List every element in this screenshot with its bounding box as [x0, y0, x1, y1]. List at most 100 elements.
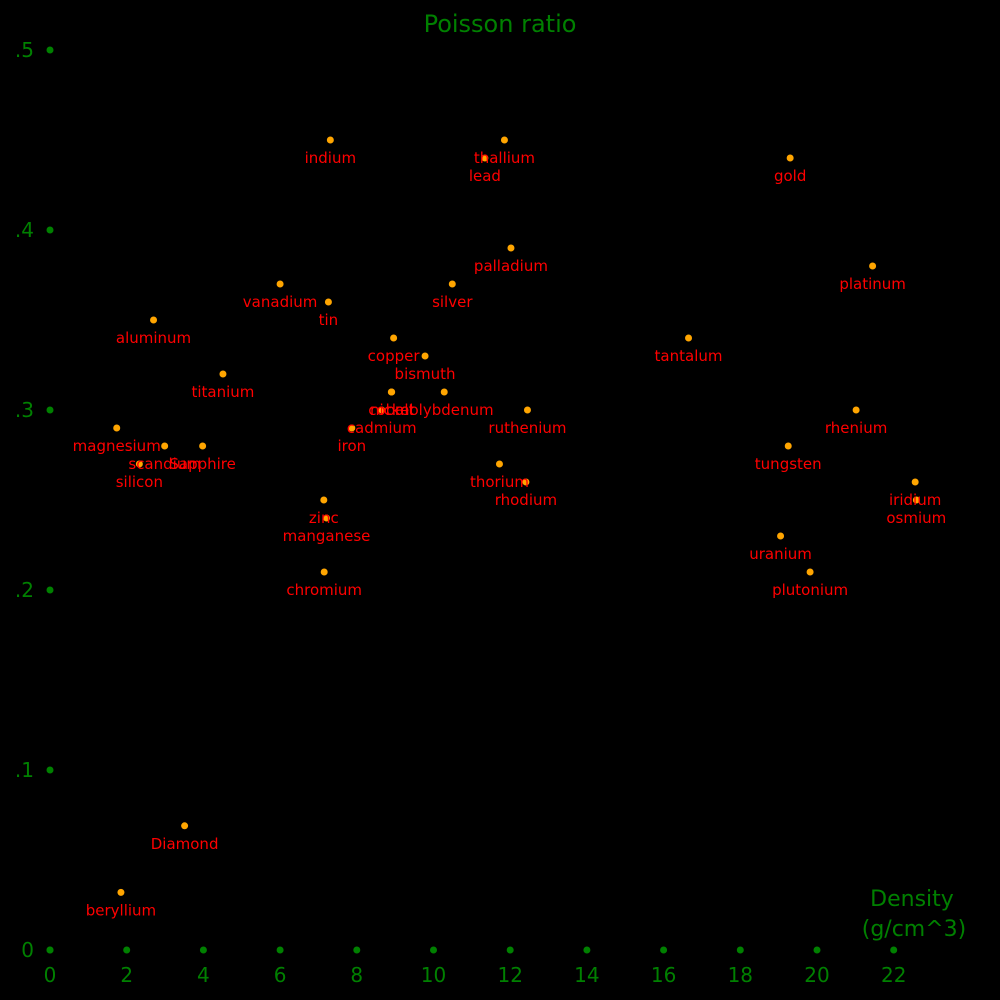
- x-tick-dot: [430, 946, 437, 954]
- data-point-gold: [786, 154, 794, 162]
- data-label-osmium: osmium: [886, 509, 946, 527]
- data-label-rhenium: rhenium: [825, 419, 887, 437]
- data-label-tin: tin: [319, 311, 339, 329]
- data-point-vanadium: [276, 280, 284, 288]
- data-label-molybdenum: molybdenum: [395, 401, 494, 419]
- data-point-rhodium: [522, 478, 530, 486]
- x-tick-label: 8: [350, 963, 363, 987]
- y-tick-label: .5: [15, 38, 34, 62]
- data-label-ruthenium: ruthenium: [488, 419, 566, 437]
- data-label-beryllium: beryllium: [86, 901, 156, 919]
- data-point-silver: [448, 280, 456, 288]
- data-point-copper: [390, 334, 398, 342]
- x-tick-label: 4: [197, 963, 210, 987]
- y-tick-dot: [46, 946, 54, 954]
- x-tick-label: 14: [574, 963, 599, 987]
- data-label-titanium: titanium: [191, 383, 254, 401]
- y-tick-label: .4: [15, 218, 34, 242]
- x-tick-label: 22: [881, 963, 906, 987]
- data-label-indium: indium: [305, 149, 356, 167]
- data-point-indium: [326, 136, 334, 144]
- data-point-ruthenium: [523, 406, 531, 414]
- data-label-thorium: thorium: [470, 473, 529, 491]
- x-tick-dot: [123, 946, 131, 954]
- y-tick-dot: [46, 46, 54, 54]
- data-label-thallium: thallium: [474, 149, 535, 167]
- y-tick-dot: [46, 226, 54, 234]
- x-tick-label: 18: [728, 963, 753, 987]
- data-point-lead: [481, 154, 489, 162]
- data-point-palladium: [507, 244, 515, 252]
- x-tick-dot: [506, 946, 514, 954]
- data-label-aluminum: aluminum: [116, 329, 191, 347]
- data-point-chromium: [320, 568, 328, 576]
- x-tick-dot: [890, 946, 898, 954]
- data-point-tantalum: [685, 334, 693, 342]
- y-tick-label: .1: [15, 758, 34, 782]
- data-label-silicon: silicon: [116, 473, 163, 491]
- data-point-zinc: [320, 496, 328, 504]
- y-tick-label: 0: [21, 938, 34, 962]
- data-point-thallium: [500, 136, 508, 144]
- data-label-cobalt: cobalt: [368, 401, 414, 419]
- data-point-diamond: [181, 822, 189, 830]
- data-point-rhenium: [852, 406, 860, 414]
- x-tick-dot: [660, 946, 668, 954]
- data-point-silicon: [135, 460, 143, 468]
- data-label-cadmium: cadmium: [347, 419, 417, 437]
- data-label-zinc: zinc: [309, 509, 339, 527]
- data-label-nickel: nickel: [370, 401, 413, 419]
- x-tick-dot: [353, 946, 361, 954]
- x-tick-label: 10: [421, 963, 446, 987]
- x-tick-label: 2: [120, 963, 133, 987]
- data-point-bismuth: [421, 352, 429, 360]
- x-tick-dot: [199, 946, 207, 954]
- data-label-uranium: uranium: [749, 545, 812, 563]
- data-label-diamond: Diamond: [151, 835, 219, 853]
- data-points: [113, 136, 920, 896]
- data-point-tin: [324, 298, 332, 306]
- data-label-silver: silver: [432, 293, 473, 311]
- data-label-plutonium: plutonium: [772, 581, 848, 599]
- data-point-scandium: [161, 442, 169, 450]
- data-label-platinum: platinum: [839, 275, 906, 293]
- data-point-cadmium: [378, 406, 386, 414]
- data-label-tantalum: tantalum: [655, 347, 723, 365]
- x-axis-label-line-1: Density: [870, 887, 954, 912]
- chart-title: Poisson ratio: [424, 10, 577, 38]
- x-tick-dot: [276, 946, 284, 954]
- y-tick-dot: [46, 586, 54, 594]
- data-label-magnesium: magnesium: [73, 437, 161, 455]
- y-tick-label: .2: [15, 578, 34, 602]
- data-label-palladium: palladium: [474, 257, 548, 275]
- data-label-gold: gold: [774, 167, 806, 185]
- data-label-rhodium: rhodium: [495, 491, 557, 509]
- y-tick-label: .3: [15, 398, 34, 422]
- data-label-vanadium: vanadium: [243, 293, 318, 311]
- data-point-platinum: [869, 262, 877, 270]
- data-point-magnesium: [113, 424, 121, 432]
- data-label-scandium: scandium: [128, 455, 201, 473]
- data-label-copper: copper: [368, 347, 421, 365]
- data-point-tungsten: [784, 442, 792, 450]
- data-point-beryllium: [117, 888, 125, 896]
- y-tick-dot: [46, 766, 54, 774]
- x-tick-label: 16: [651, 963, 676, 987]
- y-axis-ticks: 0 .1 .2 .3 .4 .5: [15, 38, 54, 962]
- x-axis-ticks: 0 2 4 6 8 10 12 14 16 18 20 22: [44, 946, 906, 987]
- x-tick-dot: [736, 946, 744, 954]
- data-point-manganese: [323, 514, 331, 522]
- x-tick-label: 12: [497, 963, 522, 987]
- data-label-lead: lead: [469, 167, 501, 185]
- data-point-osmium: [912, 496, 920, 504]
- data-point-thorium: [495, 460, 503, 468]
- data-point-plutonium: [806, 568, 814, 576]
- data-label-chromium: chromium: [286, 581, 362, 599]
- x-tick-label: 0: [44, 963, 57, 987]
- data-label-manganese: manganese: [283, 527, 371, 545]
- x-tick-label: 6: [274, 963, 287, 987]
- x-axis-label-line-2: (g/cm^3): [862, 917, 967, 942]
- x-tick-label: 20: [804, 963, 829, 987]
